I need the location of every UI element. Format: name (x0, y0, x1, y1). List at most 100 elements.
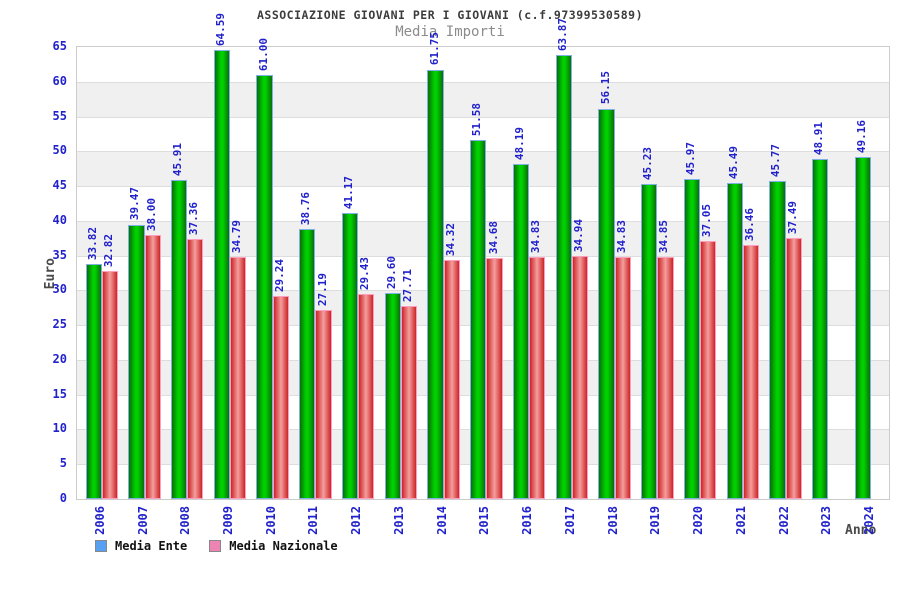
y-tick-label: 15 (52, 386, 67, 401)
bar-media-ente-2014 (427, 69, 444, 499)
x-tick-label: 2017 (562, 506, 577, 535)
value-label: 38.00 (144, 197, 158, 231)
bar-media-nazionale-2010 (272, 295, 289, 499)
value-label: 34.79 (230, 219, 244, 254)
chart-subtitle: Media Importi (395, 24, 505, 40)
value-label: 64.59 (213, 12, 227, 46)
x-tick-label: 2012 (349, 506, 364, 535)
value-label: 48.91 (812, 121, 826, 155)
legend: Media Ente Media Nazionale (95, 538, 338, 554)
bar-media-nazionale-2012 (358, 294, 375, 499)
bar-media-nazionale-2008 (187, 239, 204, 499)
value-label: 45.97 (683, 142, 697, 176)
bar-media-ente-2019 (641, 184, 658, 499)
bar-media-ente-2008 (171, 179, 188, 499)
bar-media-nazionale-2011 (315, 309, 332, 499)
legend-swatch-media-ente (95, 540, 107, 552)
y-tick-label: 50 (52, 143, 67, 158)
x-tick-label: 2011 (306, 506, 321, 535)
bar-media-ente-2012 (341, 212, 359, 499)
y-tick-label: 10 (52, 421, 67, 436)
value-label: 29.43 (358, 257, 372, 291)
x-tick-label: 2007 (135, 506, 150, 535)
value-label: 34.94 (572, 218, 585, 253)
value-label: 37.49 (785, 201, 799, 235)
bar-media-nazionale-2020 (700, 241, 717, 499)
bar-media-nazionale-2018 (614, 256, 631, 499)
bar-media-nazionale-2017 (571, 256, 589, 499)
bar-media-nazionale-2016 (529, 256, 546, 499)
x-tick-label: 2023 (819, 506, 834, 535)
x-tick-label: 2009 (220, 506, 235, 535)
bar-media-nazionale-2007 (144, 234, 161, 499)
value-label: 34.85 (657, 219, 671, 253)
x-tick-label: 2018 (605, 506, 620, 535)
y-tick-label: 45 (52, 178, 67, 193)
y-tick-label: 20 (52, 351, 67, 366)
value-label: 48.19 (513, 126, 527, 160)
bar-media-nazionale-2015 (486, 257, 503, 499)
value-label: 61.75 (427, 32, 441, 66)
x-tick-label: 2015 (477, 506, 492, 535)
value-label: 56.15 (598, 71, 612, 105)
value-label: 36.46 (742, 208, 756, 242)
bar-media-ente-2018 (598, 108, 615, 499)
bar-media-nazionale-2021 (742, 245, 760, 499)
value-label: 39.47 (128, 187, 142, 221)
value-label: 45.91 (171, 142, 185, 176)
value-label: 27.19 (315, 272, 329, 306)
value-label: 63.87 (555, 17, 569, 51)
bar-media-ente-2011 (299, 229, 316, 499)
value-label: 45.23 (641, 147, 655, 181)
value-label: 61.00 (256, 37, 270, 71)
gridline (77, 116, 889, 118)
bar-media-ente-2013 (384, 293, 401, 499)
y-tick-label: 40 (52, 212, 67, 227)
bar-media-ente-2021 (726, 182, 743, 499)
value-label: 34.32 (443, 223, 457, 257)
value-label: 27.71 (401, 269, 415, 303)
value-label: 29.24 (272, 258, 286, 292)
bar-media-ente-2009 (213, 49, 230, 499)
bar-media-ente-2006 (85, 263, 102, 499)
x-tick-label: 2013 (391, 506, 406, 535)
bar-media-nazionale-2009 (229, 257, 247, 499)
bar-media-nazionale-2014 (443, 260, 460, 499)
y-tick-label: 55 (52, 108, 67, 123)
value-label: 33.82 (85, 226, 99, 260)
y-tick-label: 0 (59, 491, 67, 505)
bar-media-ente-2016 (512, 163, 530, 499)
bar-media-nazionale-2022 (785, 238, 802, 499)
bar-media-ente-2007 (128, 224, 145, 499)
legend-swatch-media-nazionale (209, 540, 222, 552)
bar-media-ente-2023 (812, 158, 829, 499)
bar-media-ente-2020 (683, 179, 701, 499)
bar-media-nazionale-2006 (101, 270, 119, 499)
value-label: 34.83 (614, 219, 628, 253)
y-tick-label: 65 (52, 39, 67, 53)
value-label: 41.17 (342, 175, 356, 209)
value-label: 32.82 (101, 233, 115, 267)
gridline (77, 81, 889, 83)
value-label: 34.68 (486, 220, 500, 254)
x-tick-label: 2019 (648, 506, 663, 535)
plot-area (76, 46, 890, 500)
bar-media-ente-2015 (470, 140, 487, 499)
value-label: 45.77 (769, 143, 783, 177)
y-tick-label: 35 (52, 247, 67, 262)
bar-media-nazionale-2019 (657, 256, 674, 499)
x-axis-title: Anno (845, 523, 877, 538)
value-label: 37.36 (187, 202, 201, 236)
value-label: 34.83 (529, 219, 543, 253)
x-tick-label: 2016 (520, 506, 535, 535)
x-tick-label: 2008 (178, 506, 193, 535)
bar-media-ente-2017 (555, 54, 572, 499)
value-label: 37.05 (700, 204, 714, 238)
x-tick-label: 2020 (691, 506, 706, 535)
legend-label-media-ente: Media Ente (115, 539, 188, 553)
bar-media-ente-2010 (256, 74, 273, 499)
x-tick-label: 2021 (733, 506, 748, 535)
x-tick-label: 2006 (92, 506, 107, 535)
value-label: 29.60 (384, 256, 398, 290)
